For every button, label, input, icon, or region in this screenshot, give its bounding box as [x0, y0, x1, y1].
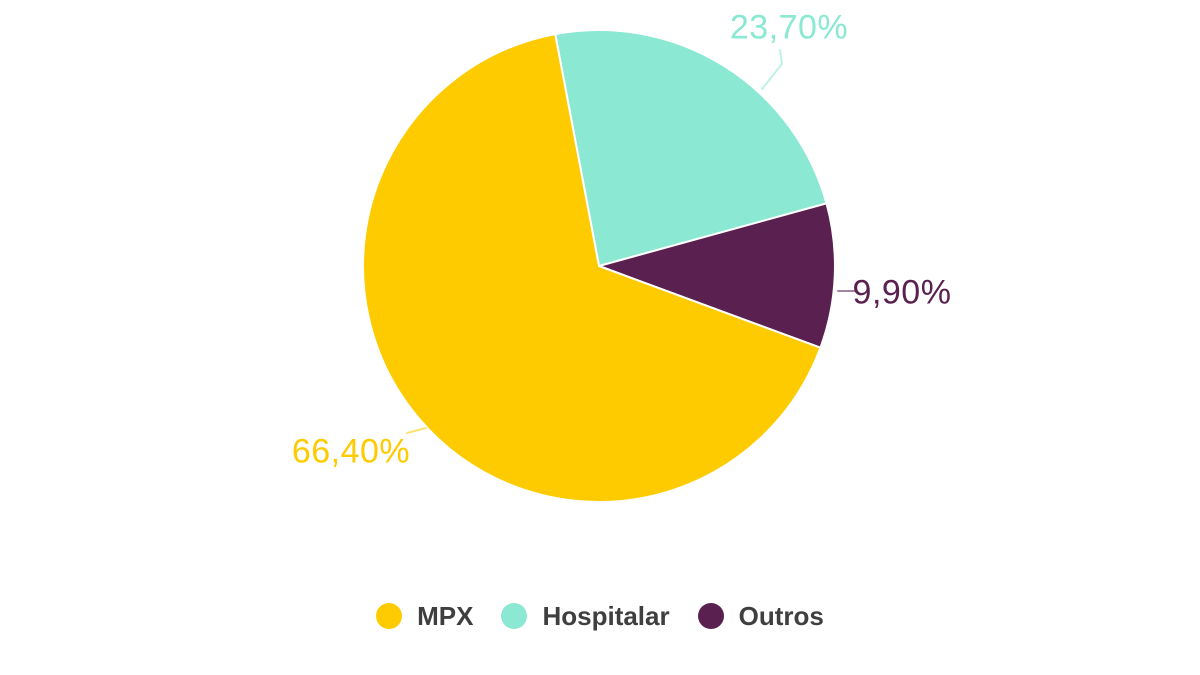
pie-slice-hospitalar[interactable]: [554, 29, 828, 267]
pie-slice-outros[interactable]: [598, 202, 836, 349]
legend-swatch-outros-icon: [697, 603, 724, 629]
leader-line-hospitalar: [761, 49, 784, 90]
legend-label-outros: Outros: [738, 601, 824, 631]
legend-item-outros[interactable]: Outros: [697, 601, 824, 631]
pie-slice-mpx[interactable]: [362, 33, 822, 503]
legend-item-mpx[interactable]: MPX: [376, 603, 473, 629]
legend-label-mpx: MPX: [417, 601, 474, 631]
legend-item-hospitalar[interactable]: Hospitalar: [501, 601, 670, 631]
legend-swatch-mpx-icon: [376, 603, 403, 629]
legend-label-hospitalar: Hospitalar: [542, 601, 670, 631]
slice-value-label-mpx: 66,40%: [291, 432, 411, 471]
slice-value-label-hospitalar: 23,70%: [729, 8, 849, 47]
slice-value-label-outros: 9,90%: [852, 273, 952, 312]
legend-swatch-hospitalar-icon: [501, 603, 528, 629]
leader-line-mpx: [406, 427, 427, 434]
chart-legend: MPX Hospitalar Outros: [0, 603, 1200, 629]
